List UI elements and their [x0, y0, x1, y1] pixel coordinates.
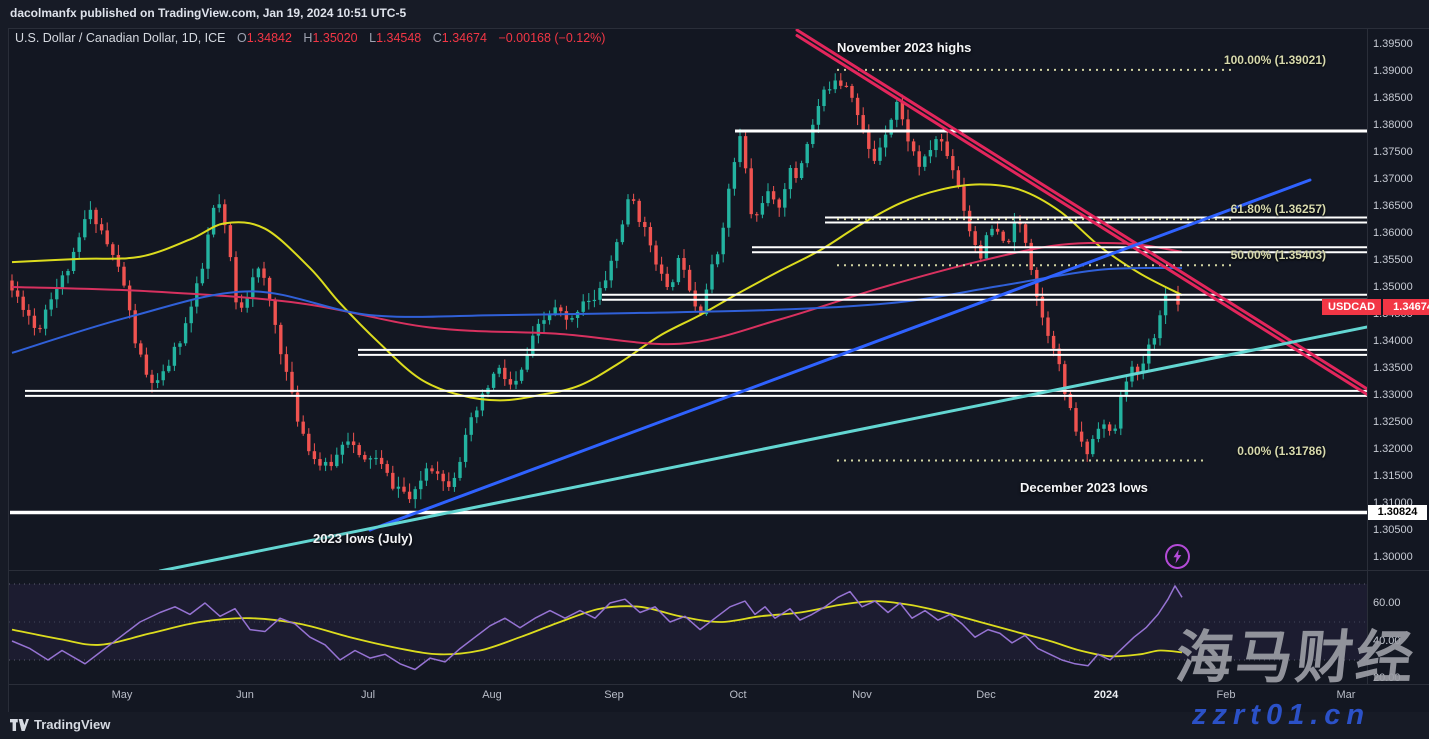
price-axis-label: 1.33000: [1373, 389, 1413, 401]
price-axis-label: 1.30000: [1373, 551, 1413, 563]
price-axis-label: 1.36000: [1373, 227, 1413, 239]
fib-label: 0.00% (1.31786): [1237, 443, 1326, 458]
fib-label: 100.00% (1.39021): [1223, 52, 1326, 67]
open-value: 1.34842: [246, 31, 292, 45]
level-price-badge: 1.30824: [1368, 505, 1427, 520]
indicator-axis-label: 20.00: [1373, 672, 1401, 684]
price-axis-label: 1.30500: [1373, 524, 1413, 536]
time-axis-label: Feb: [1216, 689, 1236, 701]
low-value: 1.34548: [376, 31, 422, 45]
price-axis-label: 1.38000: [1373, 119, 1413, 131]
footer-bar: TradingView: [0, 712, 1429, 739]
time-axis-label: Mar: [1336, 689, 1356, 701]
fib-label: 61.80% (1.36257): [1230, 202, 1326, 217]
publish-info: dacolmanfx published on TradingView.com,…: [10, 6, 407, 20]
time-axis-label: 2024: [1093, 689, 1119, 701]
price-axis-label: 1.34000: [1373, 335, 1413, 347]
priceaxis-separator: [1367, 28, 1368, 685]
annotation-november-highs: November 2023 highs: [837, 40, 972, 55]
last-price-value: 1.34674: [1383, 299, 1429, 315]
badge-divider: [1381, 299, 1384, 315]
last-price-symbol: USDCAD: [1322, 299, 1382, 315]
time-axis-label: Jun: [236, 689, 254, 701]
low-label: L: [369, 31, 377, 45]
high-label: H: [303, 31, 313, 45]
boost-lightning-icon[interactable]: [1164, 543, 1191, 570]
price-axis-label: 1.32000: [1373, 443, 1413, 455]
high-value: 1.35020: [312, 31, 358, 45]
open-label: O: [237, 31, 247, 45]
price-axis-label: 1.33500: [1373, 362, 1413, 374]
price-axis-label: 1.31500: [1373, 470, 1413, 482]
price-axis-label: 1.32500: [1373, 416, 1413, 428]
price-axis-label: 1.39500: [1373, 38, 1413, 50]
time-axis-label: Dec: [976, 689, 996, 701]
symbol-info-bar: U.S. Dollar / Canadian Dollar, 1D, ICE O…: [15, 31, 605, 45]
tradingview-glyph: [10, 718, 29, 731]
time-axis[interactable]: May Jun Jul Aug Sep Oct Nov Dec 2024 Feb Mar: [8, 685, 1367, 712]
pane-separator[interactable]: [8, 570, 1429, 571]
indicator-axis-label: 60.00: [1373, 597, 1401, 609]
time-axis-label: Aug: [482, 689, 502, 701]
price-axis-label: 1.37500: [1373, 146, 1413, 158]
price-axis-label: 1.35500: [1373, 254, 1413, 266]
annotation-july-lows: 2023 lows (July): [313, 531, 413, 546]
watermark-url: zzrt01.cn: [1192, 699, 1371, 731]
fib-label: 50.00% (1.35403): [1230, 248, 1326, 263]
time-axis-label: Nov: [852, 689, 872, 701]
price-axis-label: 1.37000: [1373, 173, 1413, 185]
time-axis-label: May: [111, 689, 133, 701]
watermark-cjk: 海马财经: [1172, 626, 1420, 690]
price-axis-label: 1.35000: [1373, 281, 1413, 293]
timeaxis-separator: [8, 684, 1429, 685]
change-value: −0.00168 (−0.12%): [498, 31, 606, 45]
close-label: C: [432, 31, 442, 45]
close-value: 1.34674: [441, 31, 487, 45]
time-axis-label: Jul: [360, 689, 376, 701]
annotation-december-lows: December 2023 lows: [1020, 480, 1148, 495]
price-axis-label: 1.39000: [1373, 65, 1413, 77]
symbol-title: U.S. Dollar / Canadian Dollar, 1D, ICE: [15, 31, 226, 45]
time-axis-label: Oct: [729, 689, 747, 701]
price-axis-label: 1.38500: [1373, 92, 1413, 104]
publish-bar: dacolmanfx published on TradingView.com,…: [0, 0, 1429, 27]
tradingview-logo[interactable]: TradingView: [10, 717, 110, 732]
tradingview-brand-text: TradingView: [34, 717, 111, 732]
price-axis-label: 1.36500: [1373, 200, 1413, 212]
price-axis[interactable]: 1.39500 1.39000 1.38500 1.38000 1.37500 1.370…: [1368, 28, 1429, 685]
indicator-axis-label: 40.00: [1373, 635, 1401, 647]
chart-background: [8, 28, 1429, 713]
time-axis-label: Sep: [604, 689, 624, 701]
last-price-badge: USDCAD 1.34674: [1322, 299, 1429, 315]
